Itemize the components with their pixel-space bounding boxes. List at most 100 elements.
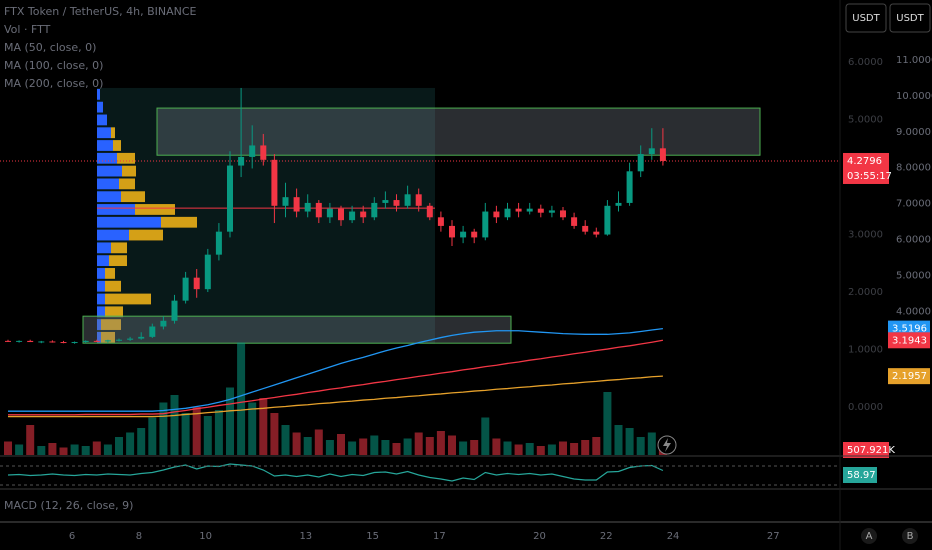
candle-body (326, 208, 333, 218)
volume-bar (303, 437, 312, 455)
candle-body (271, 159, 278, 206)
candle-body (60, 342, 67, 344)
profile-up (97, 255, 109, 267)
profile-up (97, 114, 107, 126)
profile-down (129, 229, 163, 241)
x-tick-label: 13 (299, 531, 312, 542)
candle-body (582, 225, 589, 232)
volume-bar (115, 437, 123, 455)
currency-button[interactable] (889, 3, 931, 33)
candle-body (626, 171, 633, 203)
alert-icon-glyph (663, 438, 671, 452)
volume-bar (26, 425, 35, 455)
zone-box (82, 315, 512, 344)
x-tick-label: 20 (533, 531, 546, 542)
x-tick-label: 22 (600, 531, 613, 542)
volume-bar (436, 431, 445, 455)
currency-button-label[interactable]: USDT (896, 13, 924, 24)
y2-tick-label: 4.0000 (896, 306, 931, 317)
ma-line (8, 375, 663, 418)
rsi-line (7, 463, 664, 482)
volume-bar (203, 416, 212, 455)
ma-line (8, 339, 664, 416)
candle-body (437, 217, 444, 226)
volume-bar (214, 410, 223, 455)
x-tick-label: 6 (69, 531, 75, 542)
volume-bar (381, 440, 390, 455)
volume-bar (392, 443, 401, 455)
profile-down (113, 140, 121, 151)
ma-legend: MA (200, close, 0) (4, 77, 103, 90)
candle-body (49, 341, 56, 343)
volume-bar (248, 402, 257, 455)
y2-tick-label: 8.0000 (896, 163, 931, 174)
candle-body (204, 254, 211, 290)
volume-badge: 507.921K (847, 445, 895, 456)
profile-down (105, 268, 115, 279)
candle-body (238, 156, 245, 166)
candle-body (493, 211, 500, 218)
candle-body (482, 211, 489, 238)
candle-body (82, 340, 89, 343)
candle-body (593, 231, 600, 235)
volume-bar (281, 425, 290, 455)
price-badge-bg (843, 152, 889, 169)
ma-legend: MA (100, close, 0) (4, 59, 103, 72)
rsi-badge: 58.97 (847, 470, 876, 481)
plot-layer: 6.0000 5.0000 3.0000 2.0000 1.0000 0.0000 11.0… (0, 55, 932, 542)
profile-down (135, 204, 175, 215)
profile-down (101, 331, 115, 343)
ma-badge: 3.1943 (892, 335, 927, 346)
ma-badge-bg (888, 368, 930, 385)
candle-body (293, 197, 300, 212)
candle-body (648, 148, 655, 155)
volume-bar (148, 417, 157, 455)
profile-down (105, 280, 121, 292)
profile-up (97, 191, 121, 203)
y2-tick-label: 7.0000 (896, 199, 931, 210)
candle-body (404, 194, 411, 206)
scale-button[interactable] (861, 528, 877, 544)
y2-tick-label: 9.0000 (896, 127, 931, 138)
scale-button-label[interactable]: A (866, 531, 873, 542)
currency-button[interactable] (845, 3, 887, 33)
volume-bar (559, 441, 567, 455)
profile-down (109, 255, 127, 267)
scale-button-label[interactable]: B (907, 531, 914, 542)
volume-bar (325, 440, 334, 455)
scale-button[interactable] (902, 528, 918, 544)
volume-bar (592, 437, 601, 455)
volume-bar (337, 434, 345, 455)
volume-bar (192, 407, 201, 455)
profile-up (97, 229, 129, 241)
volume-bar (359, 438, 368, 455)
profile-up (97, 152, 117, 164)
volume-bar (470, 440, 479, 455)
macd-legend: MACD (12, 26, close, 9) (4, 499, 133, 512)
profile-up (97, 268, 105, 279)
volume-bar (492, 438, 501, 455)
profile-down (101, 319, 121, 330)
candle-body (659, 148, 666, 161)
profile-up (97, 88, 100, 100)
volume-bar (570, 443, 579, 455)
candle-body (160, 320, 167, 327)
y-tick-label: 1.0000 (848, 345, 883, 356)
volume-bar (259, 398, 268, 455)
candle-body (38, 341, 45, 343)
volume-bar (503, 441, 512, 455)
candle-body (471, 231, 478, 238)
candle-body (460, 231, 467, 238)
profile-up (97, 242, 111, 254)
candle-body (116, 339, 122, 341)
candle-body (349, 211, 356, 221)
profile-down (161, 216, 197, 228)
volume-bar (137, 428, 146, 455)
volume-bar (48, 443, 57, 455)
currency-button-label[interactable]: USDT (852, 13, 880, 24)
ma-badge: 2.1957 (892, 371, 927, 382)
y2-tick-label: 5.0000 (896, 270, 931, 281)
volume-bar (103, 444, 112, 455)
candle-body (215, 231, 222, 255)
volume-bar (314, 429, 323, 455)
